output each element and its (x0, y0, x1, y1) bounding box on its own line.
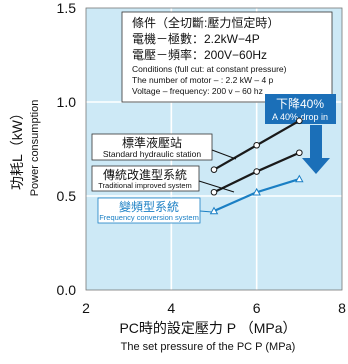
x-tick-label: 6 (253, 300, 261, 316)
conditions-en: Conditions (full cut: at constant pressu… (132, 64, 287, 74)
series-point-2 (295, 174, 304, 183)
label-frequency-cn: 變頻型系統 (119, 199, 179, 214)
drop-arrow-shaft (310, 125, 322, 159)
x-axis-tick-labels: 2 4 6 8 (82, 300, 346, 316)
series-point-1 (210, 188, 218, 196)
label-standard: 標準液壓站 Standard hydraulic station (91, 133, 213, 161)
y-axis-tick-labels: 0.0 0.5 1.0 1.5 (57, 0, 77, 298)
conditions-motor-cn: 電機－極數：2.2kW−4P (132, 31, 260, 46)
y-tick-label: 0.5 (57, 188, 77, 204)
label-traditional: 傳統改進型系統 Traditional improved system (91, 165, 200, 192)
series-point-0 (253, 141, 260, 149)
drop-arrow-head (302, 158, 330, 174)
drop-annotation-cn: 下降40% (276, 97, 324, 111)
leader-standard (211, 149, 237, 160)
series-point-0 (210, 166, 218, 173)
x-tick-label: 8 (338, 300, 346, 316)
y-tick-label: 1.5 (57, 0, 77, 16)
label-standard-cn: 標準液壓站 (122, 135, 182, 150)
conditions-voltage-en: Voltage – frequency: 200 v – 60 hz (132, 86, 263, 96)
drop-annotation-en: A 40% drop in (272, 112, 328, 122)
plot-area-border (85, 7, 343, 291)
x-tick-label: 4 (167, 300, 175, 316)
label-standard-en: Standard hydraulic station (103, 149, 202, 159)
series-point-1 (296, 149, 303, 157)
y-tick-label: 1.0 (57, 94, 77, 110)
drop-annotation: 下降40% A 40% drop in (265, 94, 336, 174)
series-point-0 (296, 117, 303, 125)
y-axis-label-cn: 功耗L（kW） (9, 106, 25, 190)
label-traditional-en: Traditional improved system (98, 181, 192, 190)
x-axis-label-en: The set pressure of the PC P (MPa) (121, 341, 296, 353)
label-frequency-box (97, 197, 201, 224)
conditions-box-frame (121, 11, 333, 103)
conditions-voltage-cn: 電壓－頻率：200V−60Hz (132, 47, 267, 62)
x-axis-label-cn: PC時的設定壓力 P （MPa） (119, 320, 296, 336)
label-traditional-cn: 傳統改進型系統 (103, 168, 187, 182)
series-point-2 (209, 206, 219, 215)
y-axis-label-en: Power consumption (29, 100, 41, 197)
series-point-2 (252, 187, 261, 196)
series-point-1 (253, 168, 260, 175)
leader-frequency (199, 210, 213, 213)
leader-traditional (198, 180, 235, 193)
conditions-title: 條件（全切斷:壓力恒定時） (132, 15, 279, 30)
label-standard-box (91, 133, 213, 161)
label-traditional-box (91, 165, 200, 192)
x-tick-label: 2 (82, 300, 90, 316)
conditions-box: 條件（全切斷:壓力恒定時） 電機－極數：2.2kW−4P 電壓－頻率：200V−… (121, 11, 333, 103)
conditions-motor-en: The number of motor – : 2.2 kW – 4 p (132, 75, 274, 85)
y-tick-label: 0.0 (57, 282, 77, 298)
label-frequency-en: Frequency conversion system (99, 213, 199, 222)
label-frequency: 變頻型系統 Frequency conversion system (97, 197, 201, 224)
series-layer (209, 117, 304, 215)
